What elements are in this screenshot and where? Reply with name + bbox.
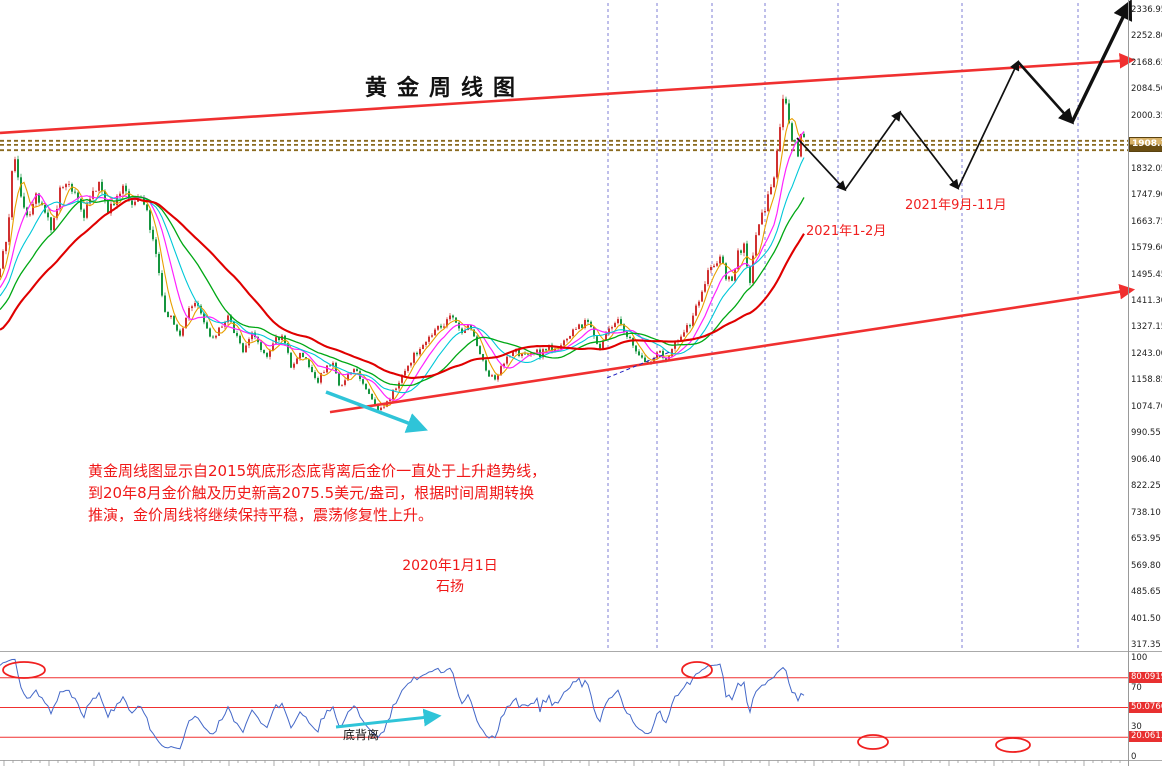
projection-zigzag — [796, 0, 1133, 192]
resistance-band — [0, 139, 1128, 152]
time-cycle-lines — [607, 3, 1079, 649]
note-footer: 2020年1月1日 石扬 — [300, 556, 600, 598]
cyan-arrow — [335, 708, 442, 729]
note-author: 石扬 — [436, 579, 464, 595]
upper-rising-resistance — [0, 53, 1136, 135]
ma-line-10 — [0, 130, 805, 401]
note-line-1: 黄金周线图显示自2015筑底形态底背离后金价一直处于上升趋势线， — [88, 462, 547, 480]
highlight-circle — [681, 661, 713, 679]
ma-line-5 — [0, 117, 805, 407]
note-date: 2020年1月1日 — [402, 558, 498, 574]
highlight-circle — [857, 734, 889, 750]
lower-rising-support — [329, 283, 1136, 414]
note-line-2: 到20年8月金价触及历史新高2075.5美元/盎司，根据时间周期转换 — [88, 484, 535, 502]
ma-line-42 — [0, 197, 805, 379]
date-axis — [3, 760, 1121, 766]
ma-line-26 — [0, 195, 805, 387]
note-line-3: 推演，金价周线将继续保持平稳，震荡修复性上升。 — [88, 506, 434, 524]
moving-averages — [0, 117, 805, 407]
highlight-circle — [2, 661, 46, 679]
highlight-circle — [995, 737, 1031, 753]
candles-layer — [0, 94, 805, 413]
cyan-arrow — [325, 390, 428, 433]
analysis-note: 黄金周线图显示自2015筑底形态底背离后金价一直处于上升趋势线， 到20年8月金… — [88, 460, 568, 526]
cyan-arrows — [325, 390, 442, 729]
oscillator-line — [0, 658, 805, 750]
page-title: 黄金周线图 — [364, 76, 525, 101]
trendlines — [0, 53, 1136, 414]
minor-dashed-trendline — [606, 350, 673, 379]
